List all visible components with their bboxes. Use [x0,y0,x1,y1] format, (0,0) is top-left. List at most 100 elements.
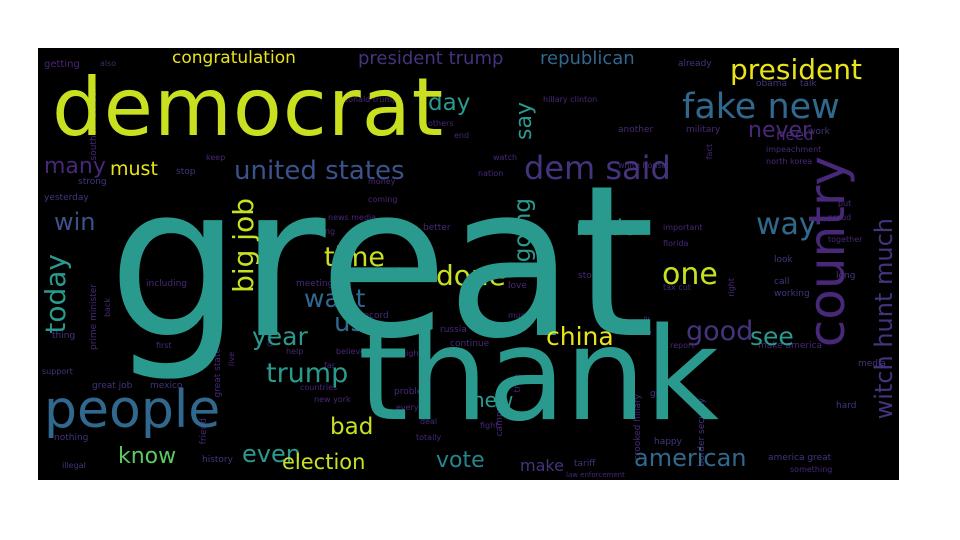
word: happy [654,437,682,447]
word: story [578,271,601,281]
word: another [618,125,654,135]
word-united-states: united states [234,156,405,186]
word: thing [52,331,76,341]
word: first [156,341,172,350]
word: make [520,456,564,475]
word-trump: trump [266,358,349,389]
word: news media [328,213,377,222]
word: looking [306,227,336,236]
word: keep [206,153,226,162]
word: every [396,403,419,412]
word: us [334,308,365,338]
word: watch [493,153,518,162]
word: far [324,361,336,370]
word: continue [450,339,490,349]
word: fight [480,421,499,430]
word: nation [478,169,504,178]
word-china: china [546,322,614,351]
word: obama [756,79,788,89]
word: know [118,444,177,469]
word-cloud: getting also already obama talk hillary … [38,48,899,480]
word: nothing [54,433,89,443]
word: support [42,367,73,376]
word: america great [768,453,832,463]
word: long [836,271,856,281]
word: love [508,281,527,291]
word: year [252,322,308,351]
word: yesterday [44,193,89,203]
word: prime minister [89,284,99,351]
word: important [663,223,703,232]
word: got [650,389,665,399]
word: working [774,289,810,299]
word: already [678,59,712,69]
word: illegal [62,461,86,470]
word: put [838,199,852,208]
word: never [748,118,812,143]
word: bad [330,414,374,440]
word: something [790,465,833,474]
word: call [774,277,790,287]
word: new [472,388,514,412]
word: border [380,267,410,277]
word: getting [44,59,80,70]
word: want [304,284,366,313]
word: see [750,322,794,351]
word-great: great [108,140,655,385]
word-president: president [730,53,862,86]
word-witch-hunt-much: witch hunt much [870,218,898,420]
word: made [576,216,636,240]
word: meeting [296,279,334,289]
word-thank: thank [358,301,719,450]
word: good [686,316,754,347]
word: mueller [508,311,539,320]
word: today [39,254,72,334]
word: stop [176,167,196,177]
word: donald trump [343,95,398,104]
word: need [776,126,814,144]
word: record [360,311,389,321]
word: russia [440,325,467,335]
word: election [282,450,366,474]
word: media [858,359,887,369]
word: report [670,341,695,350]
word: end [454,131,470,140]
word: countries [300,383,338,392]
word: deal [420,417,438,426]
word: republican [540,48,635,69]
word: white house [618,161,667,170]
word: one [662,257,718,292]
word: last night [384,349,422,358]
word: hillary clinton [543,95,598,104]
word: impeachment [766,145,822,154]
word: make america [758,341,823,351]
word: also [100,59,117,68]
word-country: country [798,156,856,348]
word-democrat: democrat [52,61,445,154]
word: help [286,347,304,356]
word: new york [314,395,351,404]
word: proud [828,213,852,222]
word: money [368,177,396,186]
word: must [110,158,158,180]
word: right [727,278,736,297]
word: law enforcement [566,471,625,479]
word: fact [705,144,714,160]
word: history [202,455,233,465]
word-dem-said: dem said [524,149,671,187]
word: work [808,127,830,137]
word: military [686,125,721,135]
word: mexico [150,381,183,391]
word: totally [416,433,442,442]
word: better [423,223,451,233]
word: talk [800,79,817,89]
word: many [44,154,106,179]
word: american [634,444,747,472]
word: believe [336,347,366,356]
word: way [756,207,817,242]
word: strong [78,177,107,187]
word-people: people [44,380,221,440]
word: hard [836,401,857,411]
word: vote [436,448,485,473]
word: together [828,235,863,244]
